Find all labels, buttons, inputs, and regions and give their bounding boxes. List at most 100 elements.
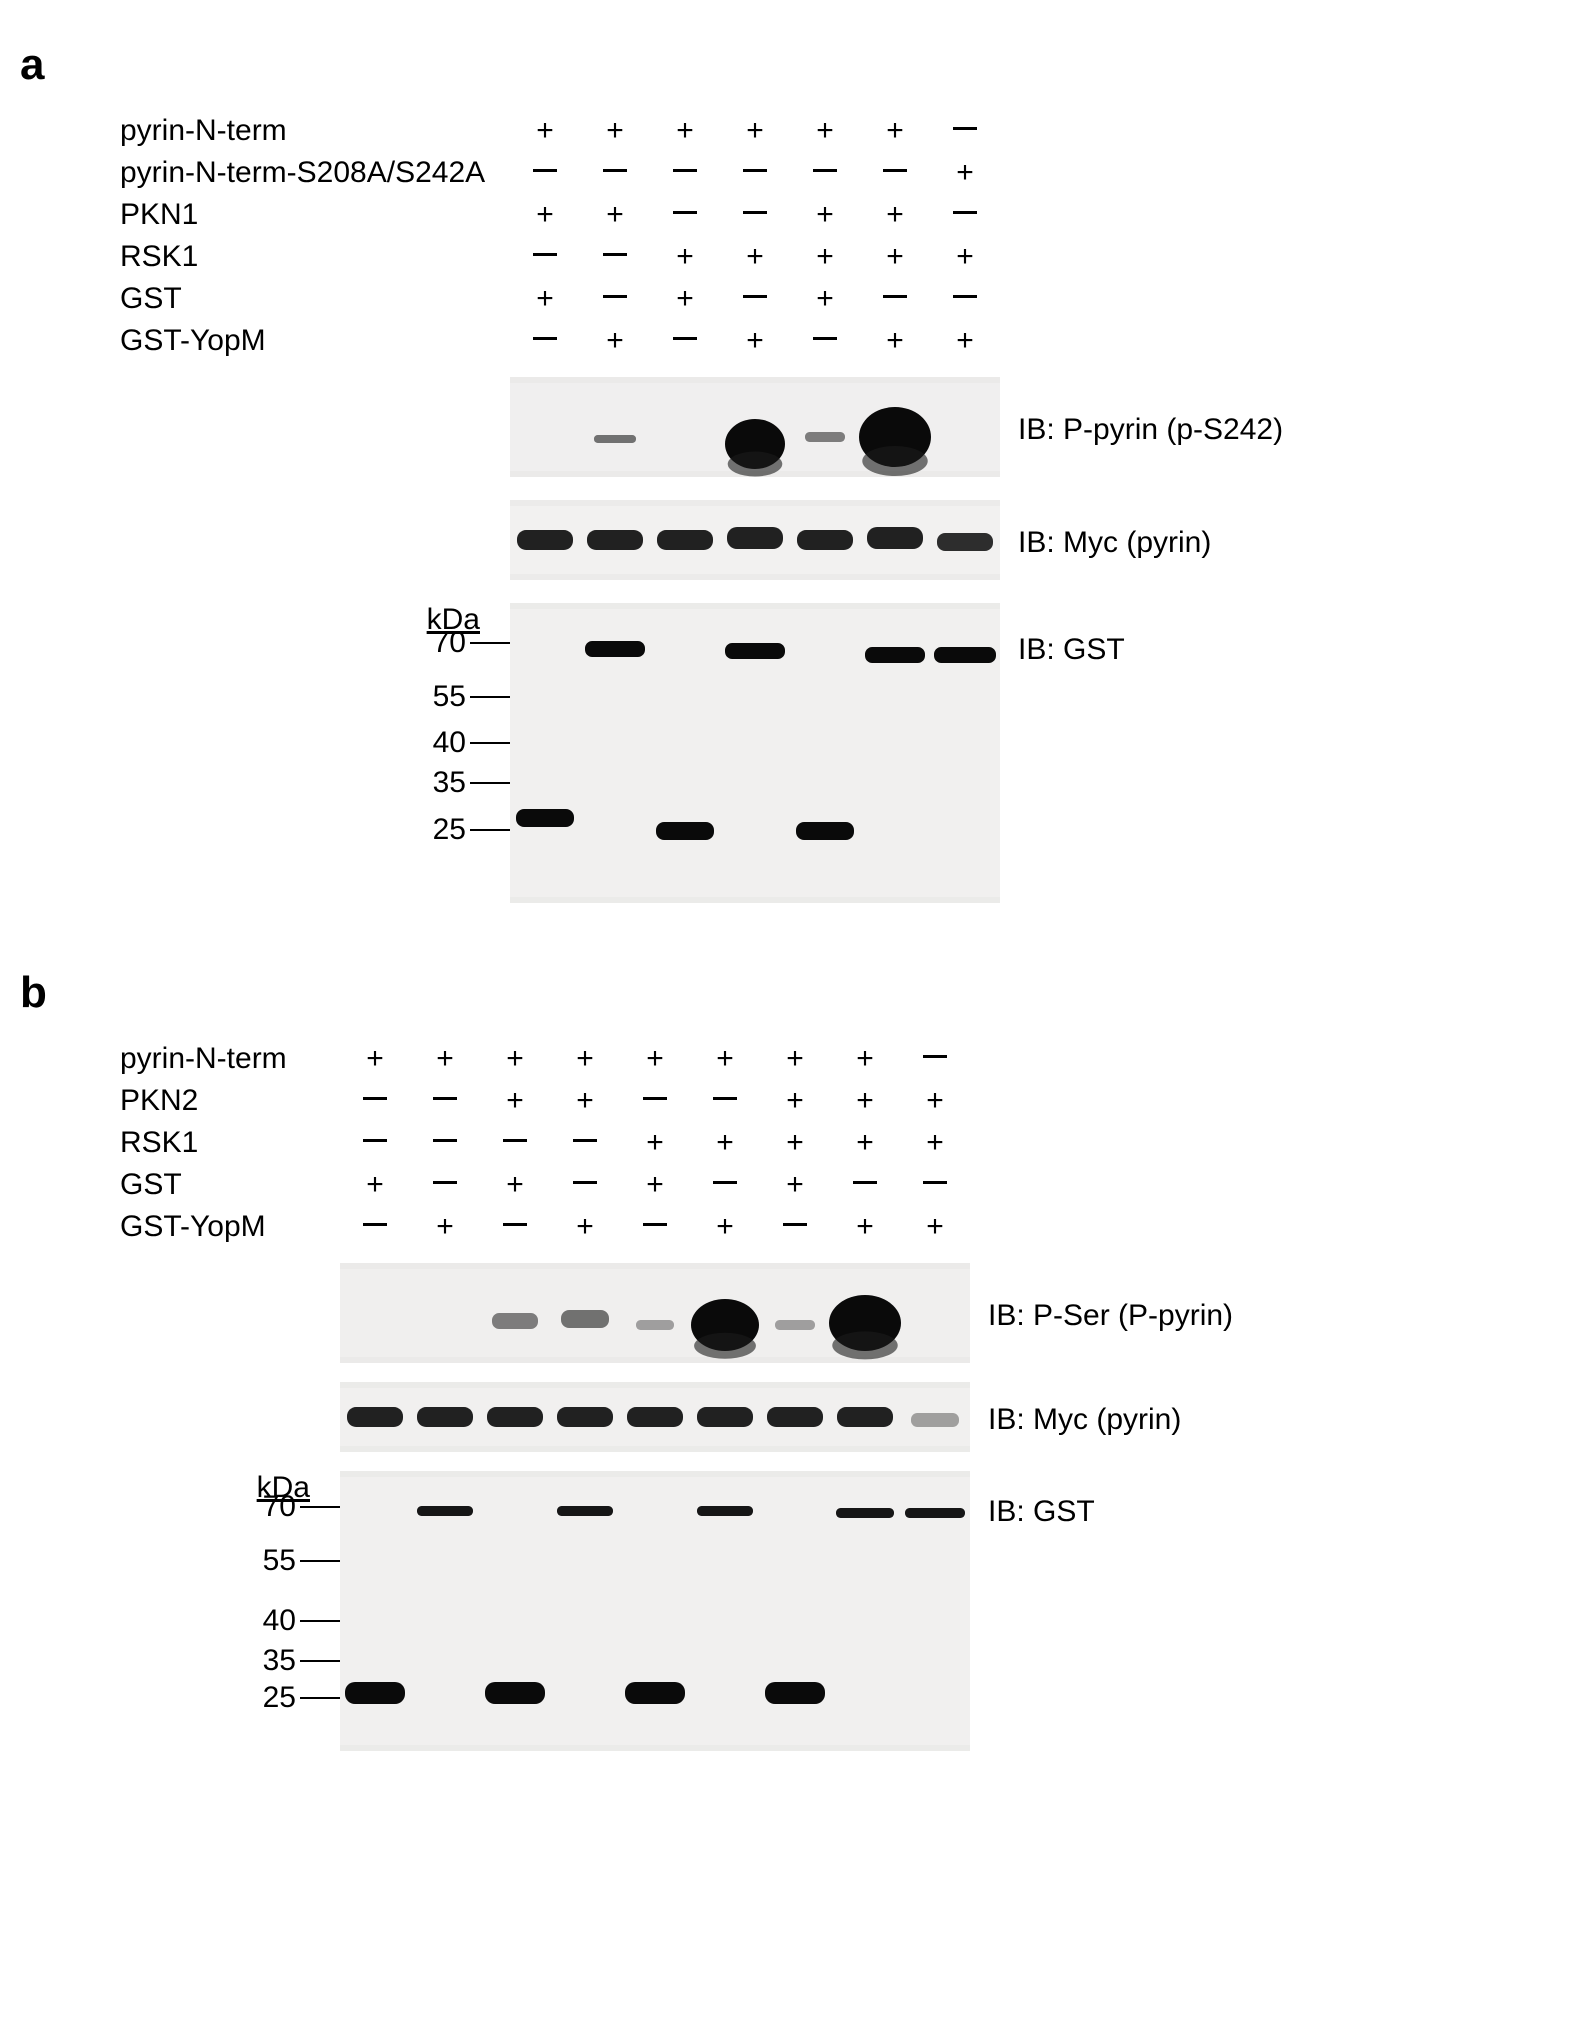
- condition-cell: +: [650, 114, 720, 148]
- condition-cell: +: [860, 198, 930, 232]
- condition-cell: +: [690, 1126, 760, 1160]
- condition-cell: +: [930, 156, 1000, 190]
- panel-b-content: pyrin-N-term++++++++PKN2+++++RSK1+++++GS…: [60, 1038, 1528, 1756]
- condition-row: pyrin-N-term++++++: [120, 110, 1528, 152]
- condition-cell: +: [830, 1210, 900, 1244]
- mw-marker-tick: [300, 1620, 340, 1622]
- condition-cell: +: [410, 1042, 480, 1076]
- blot-image: [340, 1263, 970, 1363]
- condition-cell: +: [720, 324, 790, 358]
- blot-label-gst-b: IB: GST: [988, 1495, 1095, 1529]
- blot-image: [510, 500, 1000, 580]
- condition-name: PKN1: [120, 198, 510, 232]
- panel-b-blot-myc: IB: Myc (pyrin): [120, 1382, 1528, 1457]
- condition-row: RSK1+++++: [120, 1122, 1528, 1164]
- condition-row: GST+++: [120, 278, 1528, 320]
- condition-name: RSK1: [120, 1126, 340, 1160]
- condition-cell: [650, 324, 720, 358]
- condition-cell: [860, 282, 930, 316]
- condition-cell: +: [620, 1168, 690, 1202]
- mw-marker: 35: [310, 766, 510, 800]
- mw-marker-value: 70: [433, 626, 466, 660]
- condition-cell: +: [550, 1084, 620, 1118]
- condition-cell: [790, 324, 860, 358]
- mw-marker-tick: [470, 742, 510, 744]
- condition-name: pyrin-N-term-S208A/S242A: [120, 156, 510, 190]
- condition-cell: +: [480, 1168, 550, 1202]
- condition-row: PKN1++++: [120, 194, 1528, 236]
- mw-marker-value: 55: [433, 680, 466, 714]
- condition-cell: +: [580, 198, 650, 232]
- condition-cell: +: [720, 240, 790, 274]
- mw-marker-value: 25: [433, 813, 466, 847]
- condition-cell: +: [760, 1168, 830, 1202]
- mw-marker-tick: [300, 1506, 340, 1508]
- condition-cell: [900, 1042, 970, 1076]
- condition-cell: [720, 156, 790, 190]
- panel-a-gst-blot: kDa 7055403525 IB: GST: [120, 603, 1528, 908]
- condition-cell: +: [580, 114, 650, 148]
- condition-name: GST-YopM: [120, 1210, 340, 1244]
- condition-name: pyrin-N-term: [120, 1042, 340, 1076]
- condition-cell: [580, 156, 650, 190]
- condition-row: pyrin-N-term-S208A/S242A +: [120, 152, 1528, 194]
- blot-label-myc-a: IB: Myc (pyrin): [1018, 526, 1211, 560]
- condition-cell: [690, 1168, 760, 1202]
- condition-cell: [510, 324, 580, 358]
- blot-image: [340, 1382, 970, 1452]
- condition-cell: [760, 1210, 830, 1244]
- condition-cell: +: [760, 1126, 830, 1160]
- mw-marker: 25: [140, 1681, 340, 1715]
- condition-cell: [650, 198, 720, 232]
- mw-marker-value: 40: [263, 1604, 296, 1638]
- condition-cell: [550, 1126, 620, 1160]
- blot-label-gst-a: IB: GST: [1018, 633, 1125, 667]
- condition-cell: +: [650, 282, 720, 316]
- condition-cell: [410, 1084, 480, 1118]
- condition-row: GST-YopM++++: [120, 320, 1528, 362]
- condition-cell: [860, 156, 930, 190]
- mw-marker: 25: [310, 813, 510, 847]
- mw-marker-value: 70: [263, 1490, 296, 1524]
- mw-marker-value: 35: [263, 1644, 296, 1678]
- condition-cell: [340, 1210, 410, 1244]
- condition-cell: +: [790, 198, 860, 232]
- condition-cell: [720, 282, 790, 316]
- mw-marker-value: 55: [263, 1544, 296, 1578]
- condition-cell: +: [860, 114, 930, 148]
- condition-cell: +: [720, 114, 790, 148]
- mw-marker-tick: [470, 782, 510, 784]
- condition-name: GST-YopM: [120, 324, 510, 358]
- condition-cell: [620, 1084, 690, 1118]
- mw-marker-value: 35: [433, 766, 466, 800]
- condition-cell: [790, 156, 860, 190]
- condition-name: GST: [120, 1168, 340, 1202]
- condition-cell: +: [650, 240, 720, 274]
- condition-cell: +: [760, 1042, 830, 1076]
- condition-cell: [580, 282, 650, 316]
- condition-cell: +: [510, 198, 580, 232]
- mw-marker-tick: [300, 1660, 340, 1662]
- condition-cell: [480, 1126, 550, 1160]
- condition-cell: +: [790, 114, 860, 148]
- condition-cell: [410, 1126, 480, 1160]
- condition-cell: +: [620, 1042, 690, 1076]
- condition-cell: +: [830, 1126, 900, 1160]
- mw-marker-tick: [470, 642, 510, 644]
- panel-a-content: pyrin-N-term++++++pyrin-N-term-S208A/S24…: [120, 110, 1528, 908]
- mw-marker-value: 25: [263, 1681, 296, 1715]
- condition-cell: +: [550, 1042, 620, 1076]
- condition-cell: [550, 1168, 620, 1202]
- condition-cell: [510, 156, 580, 190]
- condition-cell: [480, 1210, 550, 1244]
- mw-marker-tick: [300, 1560, 340, 1562]
- condition-cell: [720, 198, 790, 232]
- condition-name: GST: [120, 282, 510, 316]
- condition-cell: [930, 282, 1000, 316]
- panel-b-blot-pser: IB: P-Ser (P-pyrin): [120, 1263, 1528, 1368]
- condition-cell: +: [930, 240, 1000, 274]
- panel-a-label: a: [20, 40, 1528, 90]
- blot-label-myc-b: IB: Myc (pyrin): [988, 1403, 1181, 1437]
- condition-cell: +: [550, 1210, 620, 1244]
- blot-image: [340, 1471, 970, 1751]
